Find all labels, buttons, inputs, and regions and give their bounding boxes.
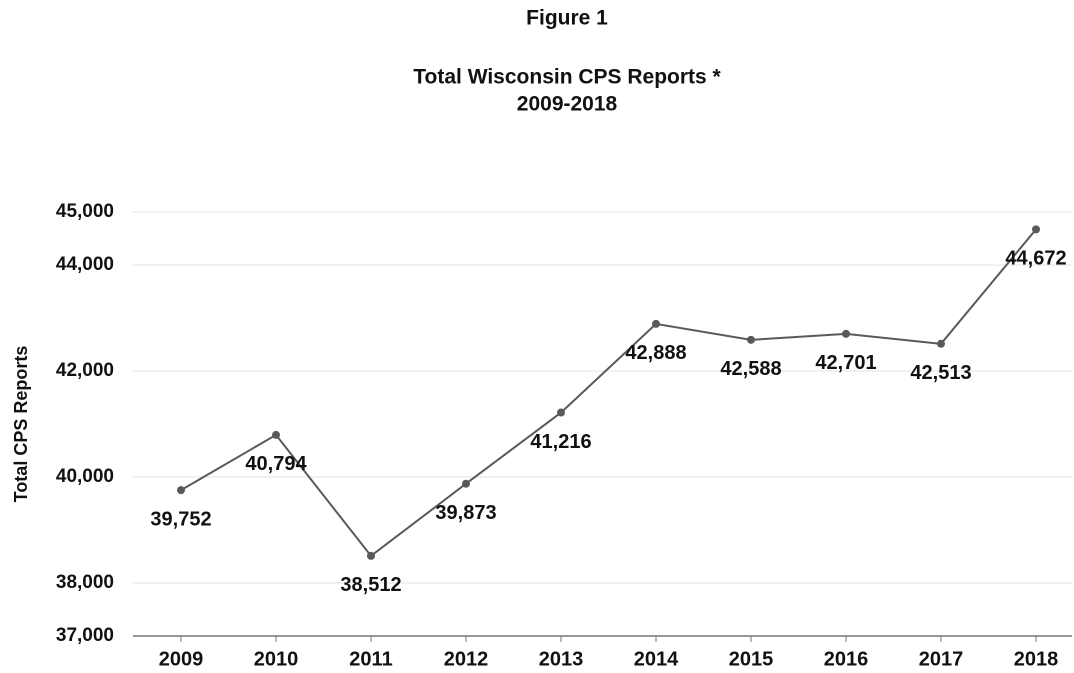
- point: [272, 430, 280, 439]
- point: [937, 339, 945, 348]
- x-tick-label: 2011: [349, 648, 392, 670]
- point: [652, 319, 660, 328]
- y-tick-label: 45,000: [56, 201, 114, 222]
- data-label: 42,888: [625, 342, 686, 364]
- y-tick-label: 44,000: [56, 254, 114, 275]
- x-tick-label: 2009: [159, 648, 204, 670]
- y-axis-label: Total CPS Reports: [11, 346, 31, 503]
- x-tick-label: 2016: [824, 648, 869, 670]
- data-label: 40,794: [245, 453, 307, 475]
- x-tick-label: 2010: [254, 648, 299, 670]
- data-label: 41,216: [530, 431, 591, 453]
- x-tick-label: 2018: [1014, 648, 1059, 670]
- point: [367, 551, 375, 560]
- data-label: 44,672: [1005, 248, 1066, 270]
- y-tick-label: 38,000: [56, 572, 114, 593]
- y-tick-label: 42,000: [56, 360, 114, 381]
- x-tick-label: 2015: [729, 648, 774, 670]
- data-label: 39,873: [435, 502, 496, 524]
- point: [462, 479, 470, 488]
- x-tick-label: 2014: [634, 648, 679, 670]
- chart-title: Total Wisconsin CPS Reports *: [413, 66, 721, 89]
- data-label: 42,513: [910, 362, 971, 384]
- y-tick-label: 40,000: [56, 466, 114, 487]
- x-tick-label: 2012: [444, 648, 489, 670]
- data-label: 42,701: [815, 352, 876, 374]
- x-tick-label: 2017: [919, 648, 964, 670]
- figure-label: Figure 1: [526, 7, 608, 30]
- point: [1032, 225, 1040, 234]
- point: [842, 329, 850, 338]
- line: [180, 228, 1037, 558]
- data-label: 39,752: [150, 508, 211, 530]
- point: [747, 335, 755, 344]
- x-tick-label: 2013: [539, 648, 584, 670]
- point: [177, 486, 185, 495]
- point: [557, 408, 565, 417]
- y-tick-label: 37,000: [56, 625, 114, 646]
- data-label: 42,588: [720, 358, 781, 380]
- data-label: 38,512: [340, 574, 401, 596]
- chart-subtitle: 2009-2018: [517, 93, 618, 116]
